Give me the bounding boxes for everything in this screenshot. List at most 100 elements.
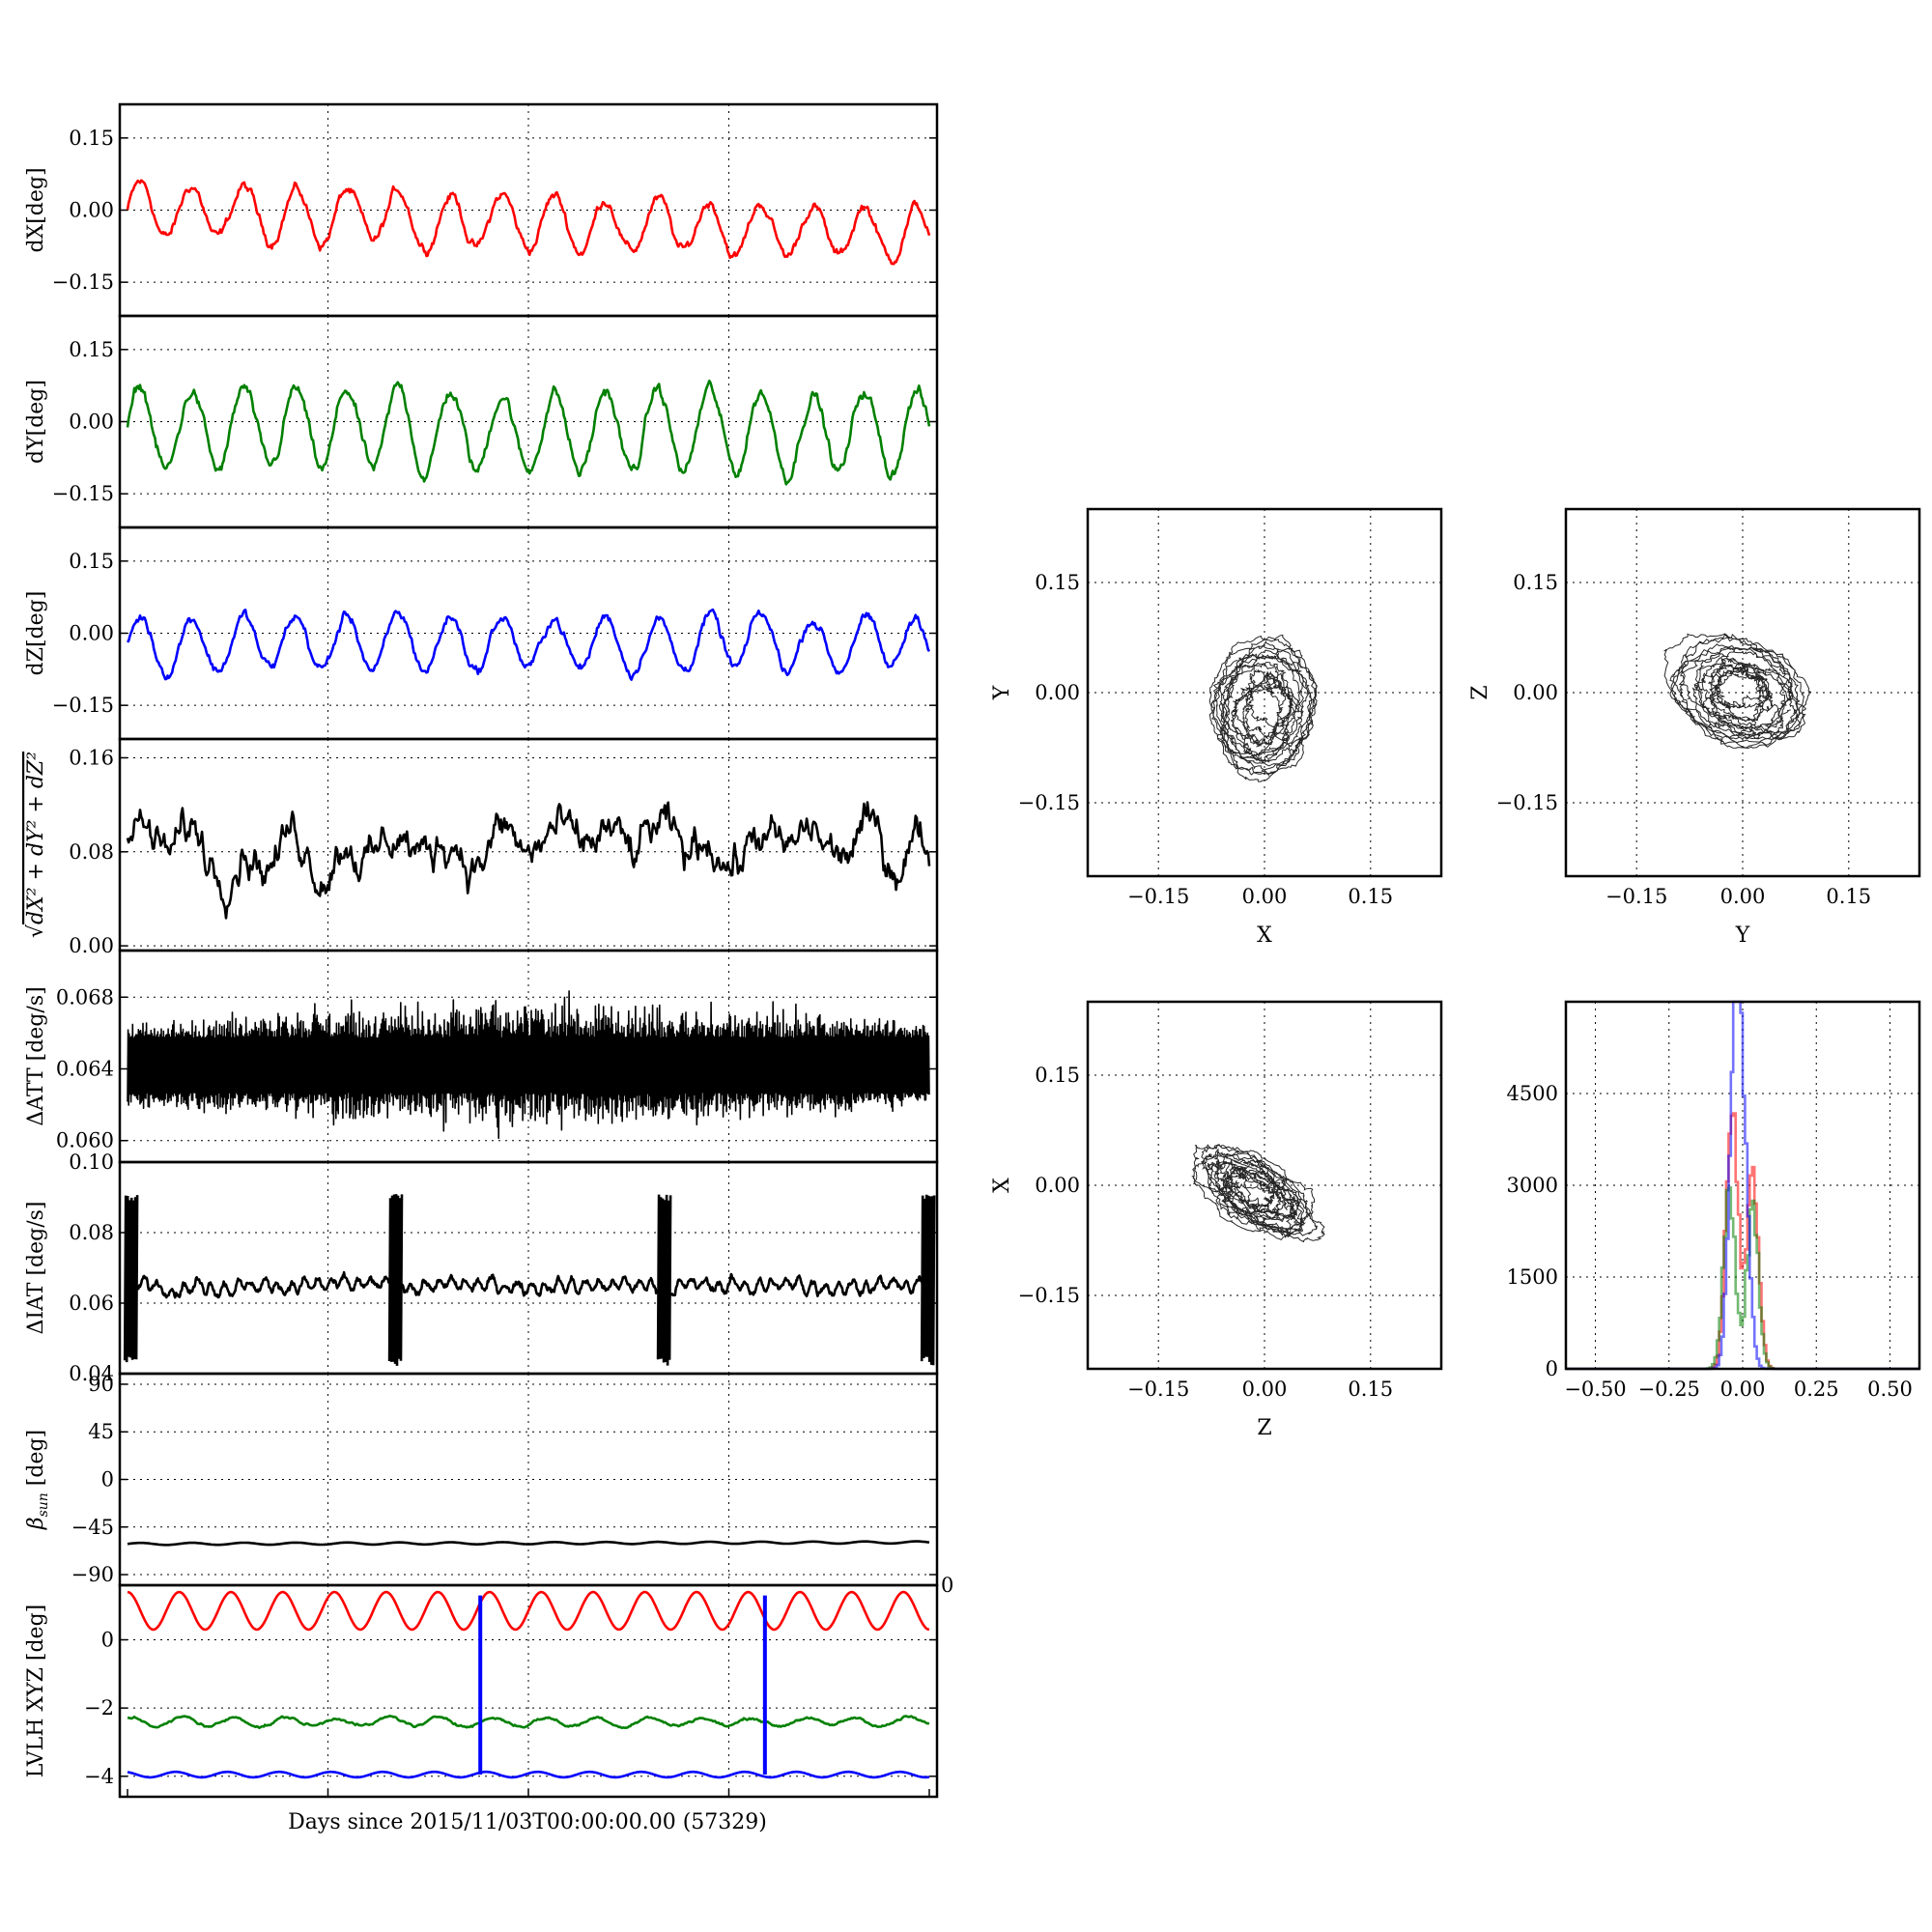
y-tick-label: 0.04 (69, 1362, 114, 1385)
series-line-lvlh-1 (127, 1715, 930, 1729)
y-tick-label: 0.15 (69, 338, 114, 361)
scatter-zx: −0.15 −0.15 0.00 0.00 0.15 0.15 Z X (990, 1000, 1443, 1440)
series-line-diat-0 (127, 1270, 931, 1299)
scatter-panels: −0.15 −0.15 0.00 0.00 0.15 0.15 X Y −0.15 −0.15 0.… (990, 507, 1921, 1440)
x-tick-label: 0.50 (1867, 1378, 1913, 1401)
scatter-trace (1191, 1144, 1325, 1243)
panel-frame (118, 1160, 939, 1376)
y-axis-label: Z (1468, 685, 1492, 699)
y-tick-label: 0.15 (69, 127, 114, 150)
y-tick-label: 0.16 (69, 746, 114, 769)
y-axis-label-datt: ΔATT [deg/s] (24, 986, 48, 1125)
y-tick-label: −45 (71, 1516, 114, 1539)
y-tick-label: 0.064 (56, 1057, 114, 1080)
panel-datt: 0.068 0.064 0.060 ΔATT [deg/s] (24, 949, 939, 1164)
panel-lvlh: 0 −2 −4 LVLH XYZ [deg] (24, 1583, 939, 1799)
y-tick-label: 90 (88, 1373, 114, 1396)
series-line-dr-0 (126, 801, 931, 920)
x-tick-label: −0.15 (1605, 885, 1667, 908)
panel-frame (1086, 1000, 1443, 1371)
label-part: sun (36, 1492, 51, 1517)
y-tick-label: 0.15 (1513, 571, 1558, 594)
y-tick-label: −0.15 (52, 694, 114, 717)
y-tick-label: −0.15 (1018, 791, 1080, 814)
y-tick-label: 0 (101, 1629, 114, 1652)
panel-diat: 0.10 0.08 0.06 0.04 ΔIAT [deg/s] (24, 1151, 939, 1385)
series-line-dz-0 (126, 608, 931, 681)
scatter-xy: −0.15 −0.15 0.00 0.00 0.15 0.15 X Y (990, 507, 1443, 948)
x-tick-label: −0.50 (1564, 1378, 1626, 1401)
spike-burst (123, 1195, 139, 1363)
scatter-trace (1208, 634, 1318, 782)
y-tick-label: 0.15 (1035, 571, 1080, 594)
x-tick-label: 0.00 (1242, 1378, 1288, 1401)
y-tick-label: 0.060 (56, 1129, 114, 1152)
y-tick-label: 0.00 (1513, 681, 1558, 704)
y-tick-label: 0 (1546, 1357, 1558, 1380)
y-axis-label: X (990, 1178, 1014, 1193)
y-axis-label-dy: dY[deg] (24, 380, 48, 464)
y-tick-label: 0.10 (69, 1151, 114, 1174)
y-tick-label: −4 (84, 1765, 114, 1788)
y-tick-label: −0.15 (52, 482, 114, 505)
x-tick-label: 0.15 (1348, 1378, 1393, 1401)
series-line-beta-0 (127, 1540, 930, 1547)
panel-dr: 0.16 0.08 0.00 √dX² + dY² + dZ² (24, 737, 939, 957)
label-part: [deg] (24, 1430, 48, 1492)
label-part: β (24, 1517, 48, 1530)
spike-burst (387, 1194, 404, 1366)
series-line-dy-0 (126, 379, 931, 486)
x-tick-label: 0.25 (1794, 1378, 1839, 1401)
y-tick-label: −2 (84, 1696, 114, 1719)
label-part: dX² + dY² + dZ² (24, 752, 48, 924)
series-line-datt-0 (127, 990, 930, 1140)
x-tick-label-right: 0 (941, 1574, 953, 1597)
time-axis-label: Days since 2015/11/03T00:00:00.00 (57329… (288, 1810, 767, 1834)
scatter-yz: −0.15 −0.15 0.00 0.00 0.15 0.15 Y Z (1468, 507, 1921, 948)
histogram-panel: −0.50 −0.25 0.00 0.25 0.50 4500 3000 1500 0 (1507, 1000, 1921, 1401)
y-tick-label: 0.08 (69, 840, 114, 864)
x-axis-label: Z (1257, 1416, 1271, 1440)
spike-burst (656, 1194, 672, 1366)
x-axis-label: X (1257, 923, 1272, 948)
time-series-stack: 0.150.00−0.15dX[deg]0.150.00−0.15dY[deg]… (24, 102, 953, 1799)
panel-frame (1564, 1000, 1921, 1371)
x-axis-label: Y (1735, 923, 1750, 948)
y-tick-label: 0.00 (69, 622, 114, 645)
y-axis-label-dz: dZ[deg] (24, 591, 48, 676)
y-axis-label-dx: dX[deg] (24, 167, 48, 252)
y-axis-label-beta: βsun [deg] (24, 1430, 51, 1530)
y-tick-label: 0.068 (56, 985, 114, 1009)
y-tick-label: −0.15 (52, 270, 114, 294)
spike-burst (920, 1194, 936, 1366)
y-tick-label: 0 (101, 1468, 114, 1492)
x-tick-label: −0.25 (1638, 1378, 1700, 1401)
y-tick-label: 3000 (1507, 1174, 1558, 1197)
y-tick-label: 45 (88, 1420, 114, 1443)
y-axis-label: Y (990, 685, 1014, 700)
series-line-dx-0 (126, 179, 931, 266)
y-tick-label: −0.15 (1496, 791, 1558, 814)
x-tick-label: 0.00 (1242, 885, 1288, 908)
panel-frame (1086, 507, 1443, 878)
y-tick-label: 0.06 (69, 1292, 114, 1315)
y-axis-label-diat: ΔIAT [deg/s] (24, 1202, 48, 1335)
series-line-lvlh-0 (127, 1590, 930, 1632)
y-axis-label-dr: √dX² + dY² + dZ² (24, 752, 48, 938)
x-tick-label: 0.00 (1720, 1378, 1766, 1401)
x-tick-label: 0.15 (1348, 885, 1393, 908)
y-tick-label: 0.00 (1035, 681, 1080, 704)
label-part: √ (24, 923, 48, 938)
y-tick-label: 4500 (1507, 1082, 1558, 1105)
panel-frame (1564, 507, 1921, 878)
y-axis-label-lvlh: LVLH XYZ [deg] (24, 1605, 48, 1778)
y-tick-label: 0.00 (1035, 1174, 1080, 1197)
y-tick-label: 0.15 (1035, 1064, 1080, 1087)
y-tick-label: 1500 (1507, 1265, 1558, 1289)
y-tick-label: −0.15 (1018, 1284, 1080, 1307)
y-tick-label: 0.08 (69, 1221, 114, 1244)
